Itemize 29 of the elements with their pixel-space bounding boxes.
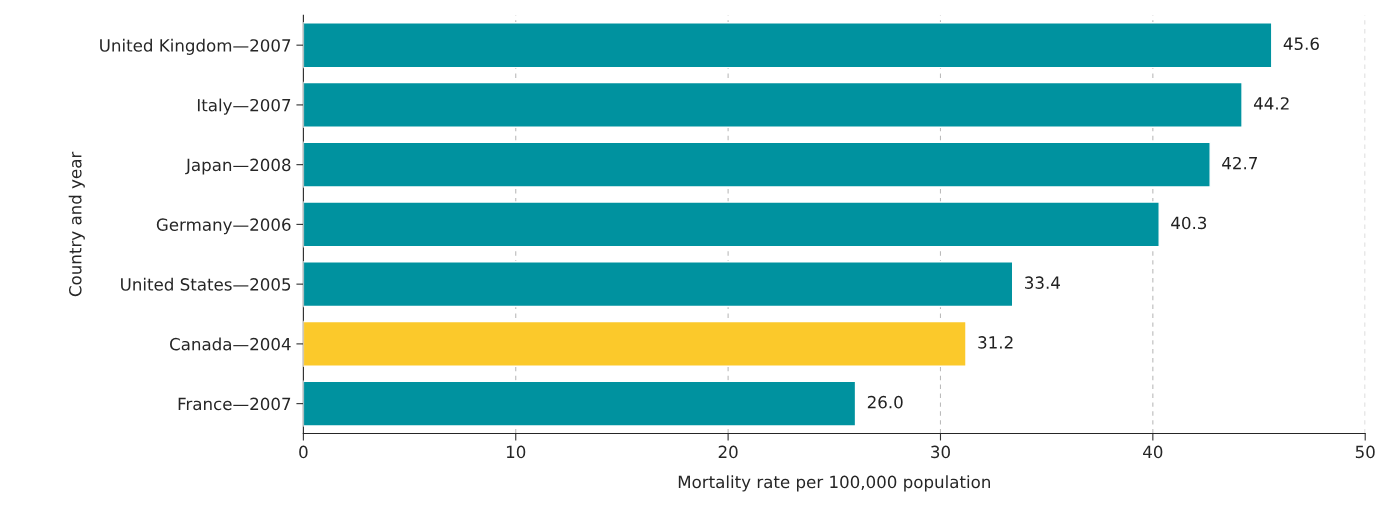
y-tick-label: Germany—2006 bbox=[156, 218, 291, 235]
y-tick-label: United States—2005 bbox=[121, 277, 291, 291]
y-tick-label: France—2007 bbox=[178, 397, 291, 411]
data-label: 44.2 bbox=[1253, 97, 1289, 110]
x-tick-label: 10 bbox=[506, 445, 526, 459]
y-tick-label: United Kingdom—2007 bbox=[100, 38, 291, 55]
y-axis-title: Country and year bbox=[68, 151, 85, 297]
bar bbox=[303, 380, 857, 427]
bar bbox=[303, 201, 1160, 248]
bar bbox=[303, 81, 1243, 129]
data-label: 45.6 bbox=[1283, 37, 1319, 51]
x-tick-label: 40 bbox=[1143, 445, 1163, 459]
data-label: 42.7 bbox=[1222, 156, 1257, 170]
x-tick-label: 20 bbox=[718, 445, 738, 459]
data-label: 26.0 bbox=[867, 395, 903, 409]
y-tick-label: Canada—2004 bbox=[170, 337, 291, 351]
bar bbox=[303, 261, 1014, 308]
x-tick-label: 0 bbox=[299, 445, 308, 459]
bar bbox=[303, 22, 1273, 69]
data-label: 31.2 bbox=[978, 336, 1013, 349]
bar bbox=[303, 320, 967, 367]
data-label: 40.3 bbox=[1171, 216, 1207, 230]
x-tick-label: 50 bbox=[1355, 445, 1375, 459]
x-axis-title: Mortality rate per 100,000 population bbox=[678, 475, 990, 492]
bar bbox=[303, 141, 1211, 188]
y-tick-label: Japan—2008 bbox=[185, 158, 291, 175]
y-tick-label: Italy—2007 bbox=[197, 98, 291, 115]
x-tick-label: 30 bbox=[931, 445, 950, 459]
data-label: 33.4 bbox=[1025, 276, 1060, 289]
